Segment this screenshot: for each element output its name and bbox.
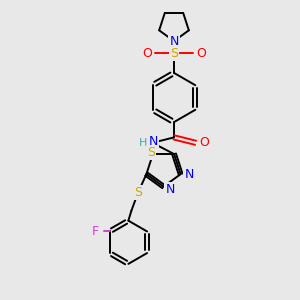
Text: N: N <box>149 135 158 148</box>
Text: N: N <box>165 183 175 196</box>
Text: F: F <box>92 225 99 238</box>
Text: O: O <box>142 47 152 60</box>
Text: O: O <box>196 47 206 60</box>
Text: O: O <box>200 136 209 149</box>
Text: S: S <box>147 146 155 159</box>
Text: S: S <box>170 47 178 60</box>
Text: S: S <box>135 186 142 199</box>
Text: N: N <box>184 168 194 181</box>
Text: N: N <box>169 34 179 48</box>
Text: H: H <box>139 138 148 148</box>
